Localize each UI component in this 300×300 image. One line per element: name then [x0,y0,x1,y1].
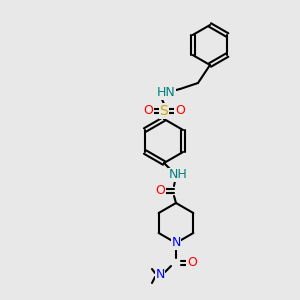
Text: O: O [187,256,197,269]
Text: O: O [175,104,185,118]
Text: N: N [171,236,181,250]
Text: NH: NH [169,169,188,182]
Text: HN: HN [157,86,175,100]
Text: S: S [160,104,168,118]
Text: N: N [155,268,165,281]
Text: O: O [155,184,165,197]
Text: O: O [143,104,153,118]
